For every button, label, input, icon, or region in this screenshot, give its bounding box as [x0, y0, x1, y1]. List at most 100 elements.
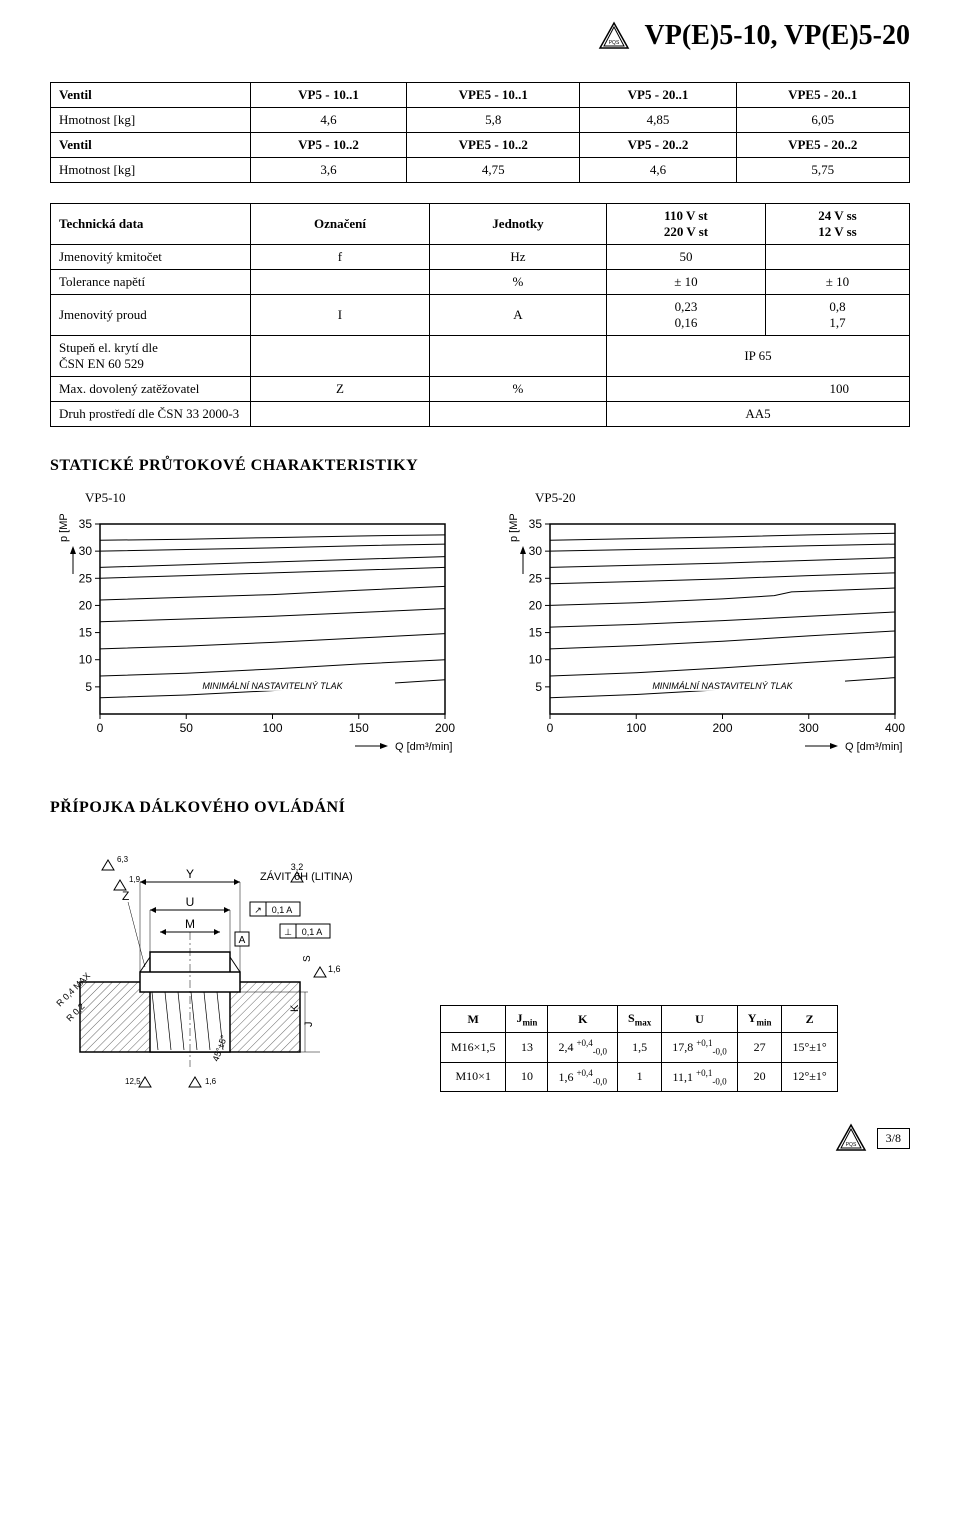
- table-cell: AA5: [606, 402, 909, 427]
- table-cell: Hz: [429, 245, 606, 270]
- page-footer: PQS 3/8: [50, 1122, 910, 1154]
- table-cell: [251, 270, 430, 295]
- svg-text:20: 20: [529, 598, 543, 612]
- table-cell: Max. dovolený zatěžovatel: [51, 377, 251, 402]
- svg-text:MINIMÁLNÍ NASTAVITELNÝ TLAK: MINIMÁLNÍ NASTAVITELNÝ TLAK: [652, 681, 793, 691]
- svg-text:6,3: 6,3: [117, 855, 129, 864]
- section-title-remote: PŘÍPOJKA DÁLKOVÉHO OVLÁDÁNÍ: [50, 799, 910, 817]
- svg-text:20: 20: [79, 598, 93, 612]
- dimensions-table: MJminKSmaxUYminZM16×1,5132,4 +0,4-0,01,5…: [440, 1005, 838, 1092]
- table-cell: VPE5 - 20..1: [736, 83, 909, 108]
- dims-cell: 17,8 +0,1-0,0: [662, 1033, 738, 1062]
- table-cell: [429, 336, 606, 377]
- svg-text:0: 0: [97, 721, 104, 735]
- diagram-row: YUMZZÁVIT 6H (LITINA)3,2↗0,1 A⊥0,1 AAS1,…: [50, 832, 910, 1092]
- svg-text:ZÁVIT 6H (LITINA): ZÁVIT 6H (LITINA): [260, 870, 353, 883]
- svg-text:Q [dm³/min]: Q [dm³/min]: [845, 741, 902, 753]
- table-cell: VPE5 - 10..2: [407, 133, 580, 158]
- svg-text:12,5: 12,5: [125, 1077, 141, 1086]
- svg-text:25: 25: [79, 571, 93, 585]
- svg-text:p [MPa]: p [MPa]: [58, 514, 70, 542]
- dims-cell: 13: [506, 1033, 548, 1062]
- chart-b-title: VP5-20: [535, 490, 910, 506]
- dims-cell: M10×1: [441, 1062, 506, 1091]
- svg-text:35: 35: [529, 517, 543, 531]
- svg-text:150: 150: [349, 721, 369, 735]
- svg-text:300: 300: [799, 721, 819, 735]
- table-cell: Druh prostředí dle ČSN 33 2000-3: [51, 402, 251, 427]
- svg-text:35: 35: [79, 517, 93, 531]
- dims-header: U: [662, 1005, 738, 1032]
- svg-text:⊥: ⊥: [284, 927, 292, 937]
- dims-header: K: [548, 1005, 618, 1032]
- svg-text:K: K: [289, 1004, 301, 1012]
- table-cell: [251, 336, 430, 377]
- table-cell: 50: [606, 245, 765, 270]
- table-cell: ± 10: [606, 270, 765, 295]
- svg-text:1,9: 1,9: [129, 875, 141, 884]
- table-header: 24 V ss12 V ss: [765, 204, 909, 245]
- table-header: Technická data: [51, 204, 251, 245]
- svg-text:Y: Y: [186, 867, 194, 881]
- svg-text:100: 100: [262, 721, 282, 735]
- svg-text:5: 5: [535, 680, 542, 694]
- charts-container: VP5-10 5101520253035050100150200p [MPa]Q…: [50, 490, 910, 759]
- table-cell: I: [251, 295, 430, 336]
- svg-text:200: 200: [435, 721, 455, 735]
- svg-text:10: 10: [79, 653, 93, 667]
- svg-text:J: J: [303, 1022, 315, 1028]
- svg-text:U: U: [186, 895, 195, 909]
- table-cell: 4,85: [580, 108, 736, 133]
- svg-text:S: S: [302, 955, 313, 962]
- svg-text:200: 200: [712, 721, 732, 735]
- dims-cell: 20: [737, 1062, 782, 1091]
- table-cell: 6,05: [736, 108, 909, 133]
- svg-text:400: 400: [885, 721, 905, 735]
- svg-text:3,2: 3,2: [291, 862, 304, 872]
- dims-cell: 1,6 +0,4-0,0: [548, 1062, 618, 1091]
- svg-text:25: 25: [529, 571, 543, 585]
- dims-cell: 1,5: [618, 1033, 662, 1062]
- table-cell: VP5 - 10..2: [251, 133, 407, 158]
- table-header: 110 V st220 V st: [606, 204, 765, 245]
- table-label: Hmotnost [kg]: [51, 108, 251, 133]
- table-cell: Stupeň el. krytí dleČSN EN 60 529: [51, 336, 251, 377]
- table-label: Ventil: [51, 133, 251, 158]
- table-label: Hmotnost [kg]: [51, 158, 251, 183]
- page-header: PQS VP(E)5-10, VP(E)5-20: [50, 20, 910, 52]
- table-cell: 0,230,16: [606, 295, 765, 336]
- page-number: 3/8: [877, 1128, 910, 1149]
- svg-text:Z: Z: [122, 889, 129, 903]
- svg-text:MINIMÁLNÍ NASTAVITELNÝ TLAK: MINIMÁLNÍ NASTAVITELNÝ TLAK: [202, 681, 343, 691]
- section-title-static: STATICKÉ PRŮTOKOVÉ CHARAKTERISTIKY: [50, 457, 910, 475]
- dims-header: Smax: [618, 1005, 662, 1032]
- table-cell: 4,75: [407, 158, 580, 183]
- dims-cell: 27: [737, 1033, 782, 1062]
- dims-header: M: [441, 1005, 506, 1032]
- chart-vp5-10: VP5-10 5101520253035050100150200p [MPa]Q…: [50, 490, 460, 759]
- svg-text:100: 100: [626, 721, 646, 735]
- pqs-logo-footer-icon: PQS: [835, 1122, 867, 1154]
- table-cell: %: [429, 377, 606, 402]
- svg-text:PQS: PQS: [608, 40, 619, 46]
- table-cell: VP5 - 10..1: [251, 83, 407, 108]
- table-header: Označení: [251, 204, 430, 245]
- svg-text:1,6: 1,6: [205, 1077, 217, 1086]
- valve-weight-table: VentilVP5 - 10..1VPE5 - 10..1VP5 - 20..1…: [50, 82, 910, 183]
- table-cell: 0,81,7: [765, 295, 909, 336]
- svg-text:A: A: [239, 935, 246, 946]
- svg-text:p [MPa]: p [MPa]: [508, 514, 520, 542]
- dims-header: Z: [782, 1005, 837, 1032]
- dims-cell: 1: [618, 1062, 662, 1091]
- table-cell: 100: [606, 377, 909, 402]
- svg-text:10: 10: [529, 653, 543, 667]
- table-cell: 3,6: [251, 158, 407, 183]
- table-cell: VP5 - 20..2: [580, 133, 736, 158]
- svg-text:Q [dm³/min]: Q [dm³/min]: [395, 741, 452, 753]
- chart-b-svg: 51015202530350100200300400p [MPa]Q [dm³/…: [500, 514, 910, 754]
- svg-text:↗: ↗: [254, 905, 262, 915]
- table-cell: 5,8: [407, 108, 580, 133]
- svg-text:0,1 A: 0,1 A: [302, 927, 323, 937]
- svg-text:M: M: [185, 917, 195, 931]
- dims-cell: 15°±1°: [782, 1033, 837, 1062]
